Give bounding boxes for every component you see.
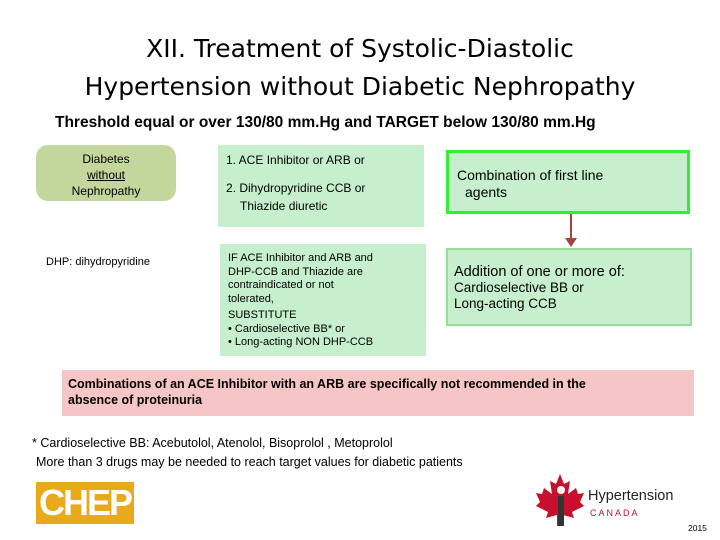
addition-heading: Addition of one or more of: <box>454 264 625 280</box>
substitute-line-5: SUBSTITUTE <box>228 309 297 321</box>
page-title: XII. Treatment of Systolic-Diastolic Hyp… <box>0 30 720 106</box>
substitute-line-6: • Cardioselective BB* or <box>228 322 345 335</box>
substitute-line-7: • Long-acting NON DHP-CCB <box>228 336 374 348</box>
arrow-down-icon <box>565 238 577 247</box>
substitute-line-3: contraindicated or not <box>228 279 334 291</box>
canada-word: CANADA <box>590 508 640 518</box>
title-line-2: Hypertension without Diabetic Nephropath… <box>84 72 636 101</box>
addition-box: Addition of one or more of: Cardioselect… <box>446 248 692 326</box>
hypertension-canada-logo: Hypertension CANADA <box>532 470 702 530</box>
dhp-note: DHP: dihydropyridine <box>46 256 150 268</box>
first-line-option-2: 2. Dihydropyridine CCB or <box>226 181 366 195</box>
combination-line-2: agents <box>465 184 508 200</box>
connector-line <box>570 214 572 240</box>
combination-box: Combination of first line agents <box>446 150 690 214</box>
footnote-drugs: More than 3 drugs may be needed to reach… <box>36 455 463 469</box>
combination-line-1: Combination of first line <box>457 167 604 183</box>
hypertension-word: Hypertension <box>588 488 674 504</box>
substitute-line-2: DHP-CCB and Thiazide are <box>228 265 363 278</box>
first-line-box: 1. ACE Inhibitor or ARB or 2. Dihydropyr… <box>218 145 424 227</box>
addition-line-2: Long-acting CCB <box>454 296 557 311</box>
chep-logo: CHEP <box>36 478 134 524</box>
substitute-box: IF ACE Inhibitor and ARB and DHP-CCB and… <box>220 244 426 356</box>
year-label: 2015 <box>688 523 707 533</box>
threshold-text: Threshold equal or over 130/80 mm.Hg and… <box>55 114 596 131</box>
addition-line-1: Cardioselective BB or <box>454 280 584 295</box>
diabetes-line-2: without <box>86 168 126 182</box>
maple-leaf-icon <box>536 474 584 526</box>
warning-line-2: absence of proteinuria <box>68 393 203 407</box>
footnote-cardioselective: * Cardioselective BB: Acebutolol, Atenol… <box>32 436 393 450</box>
diabetes-line-1: Diabetes <box>82 152 130 166</box>
substitute-line-1: IF ACE Inhibitor and ARB and <box>228 252 373 264</box>
substitute-line-4: tolerated, <box>228 292 274 305</box>
title-line-1: XII. Treatment of Systolic-Diastolic <box>146 34 574 63</box>
first-line-option-1: 1. ACE Inhibitor or ARB or <box>226 153 365 167</box>
warning-box: Combinations of an ACE Inhibitor with an… <box>62 370 694 416</box>
diabetes-box: Diabetes without Nephropathy <box>36 145 176 201</box>
warning-line-1: Combinations of an ACE Inhibitor with an… <box>68 377 586 391</box>
diabetes-line-3: Nephropathy <box>71 184 141 198</box>
first-line-option-2-cont: Thiazide diuretic <box>240 199 328 213</box>
chep-logo-text: CHEP <box>38 482 133 523</box>
